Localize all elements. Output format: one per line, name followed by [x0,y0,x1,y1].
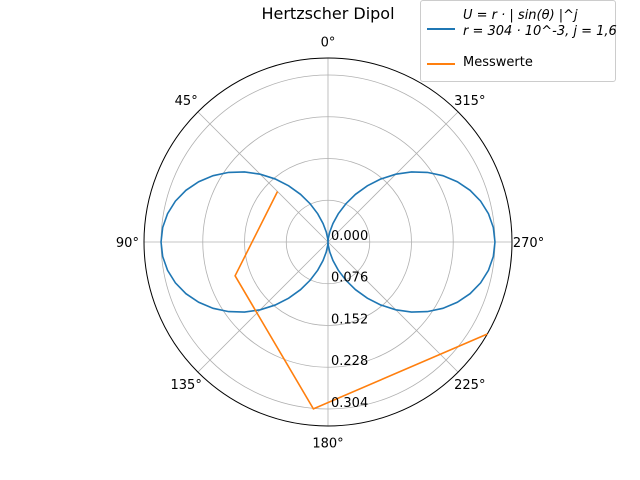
theta-tick-label: 225° [454,378,485,393]
series-layer [160,171,496,410]
legend-label-formula-line1: U = r · | sin(θ) |^j [463,8,578,23]
r-tick-label: 0.076 [331,271,368,286]
polar-spine [143,57,513,427]
legend-label-formula-line2: r = 304 · 10^-3, j = 1,6 [463,24,617,39]
legend-swatch-formula [427,28,455,30]
theta-grid-line [327,111,459,243]
r-tick-label: 0.000 [331,229,368,244]
legend-swatch-messwerte [427,63,455,65]
legend-label-formula: U = r · | sin(θ) |^j r = 304 · 10^-3, j … [463,8,617,40]
series-line-formula [160,171,496,313]
theta-tick-label: 180° [312,437,343,452]
theta-tick-label: 270° [513,236,544,251]
series-line-messwerte [234,191,488,410]
theta-tick-label: 135° [171,378,202,393]
theta-grid-line [197,241,329,373]
theta-tick-label: 45° [175,94,198,109]
theta-tick-label: 0° [321,35,336,50]
legend-label-messwerte: Messwerte [463,55,533,70]
theta-tick-label: 90° [116,236,139,251]
theta-grid-line [327,241,459,373]
tick-labels: 0° 45° 90° 135° 180° 225° 270° 315° 0.000 0.076 0.… [116,35,544,451]
legend: U = r · | sin(θ) |^j r = 304 · 10^-3, j … [420,0,617,82]
theta-grid-line [197,111,329,243]
r-tick-label: 0.152 [331,312,368,327]
chart-title: Hertzscher Dipol [261,4,394,23]
theta-tick-label: 315° [454,94,485,109]
r-tick-label: 0.304 [331,396,368,411]
r-tick-label: 0.228 [331,354,368,369]
